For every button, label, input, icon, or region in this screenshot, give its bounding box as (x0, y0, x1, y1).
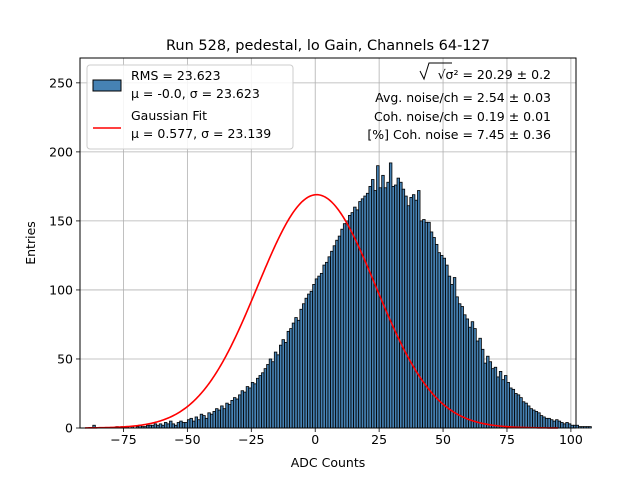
legend: RMS = 23.623 μ = -0.0, σ = 23.623 Gaussi… (86, 64, 294, 150)
y-tick-label: 150 (49, 213, 73, 228)
annotation-coh-noise-percent: [%] Coh. noise = 7.45 ± 0.36 (367, 127, 551, 142)
x-tick-label: 0 (311, 432, 319, 447)
histogram-bar (588, 426, 592, 429)
annotation-sqrt-sigma: √σ² = 20.29 ± 0.2 (438, 67, 551, 82)
chart-title: Run 528, pedestal, lo Gain, Channels 64-… (166, 38, 490, 54)
x-tick-label: 75 (499, 432, 515, 447)
legend-histogram-label: RMS = 23.623 (131, 68, 221, 83)
noise-annotations: √σ² = 20.29 ± 0.2 Avg. noise/ch = 2.54 ±… (367, 62, 551, 142)
y-tick-label: 200 (49, 144, 73, 159)
x-tick-label: 50 (435, 432, 451, 447)
y-axis-ticks: 0 50 100 150 200 250 (49, 75, 80, 436)
y-axis-label: Entries (23, 221, 38, 265)
sqrt-symbol (419, 62, 452, 81)
x-axis-ticks: −75 −50 −25 0 25 50 75 100 (110, 428, 583, 447)
y-tick-label: 250 (49, 75, 73, 90)
x-tick-label: 100 (559, 432, 583, 447)
x-axis-label: ADC Counts (291, 455, 366, 470)
x-tick-label: −50 (174, 432, 200, 447)
legend-fit-stats: μ = 0.577, σ = 23.139 (131, 126, 271, 141)
x-tick-label: −75 (110, 432, 136, 447)
annotation-avg-noise: Avg. noise/ch = 2.54 ± 0.03 (375, 90, 551, 105)
x-tick-label: −25 (238, 432, 264, 447)
annotation-coh-noise: Coh. noise/ch = 0.19 ± 0.01 (374, 109, 551, 124)
gaussian-fit-line (85, 193, 559, 429)
y-tick-label: 100 (49, 282, 73, 297)
y-tick-label: 0 (65, 421, 73, 436)
x-tick-label: 25 (371, 432, 387, 447)
legend-histogram-stats: μ = -0.0, σ = 23.623 (131, 86, 260, 101)
y-tick-label: 50 (57, 351, 73, 366)
legend-fit-label: Gaussian Fit (131, 108, 207, 123)
legend-frame (86, 64, 294, 150)
plot-frame (79, 57, 577, 429)
legend-histogram-swatch (92, 79, 122, 92)
